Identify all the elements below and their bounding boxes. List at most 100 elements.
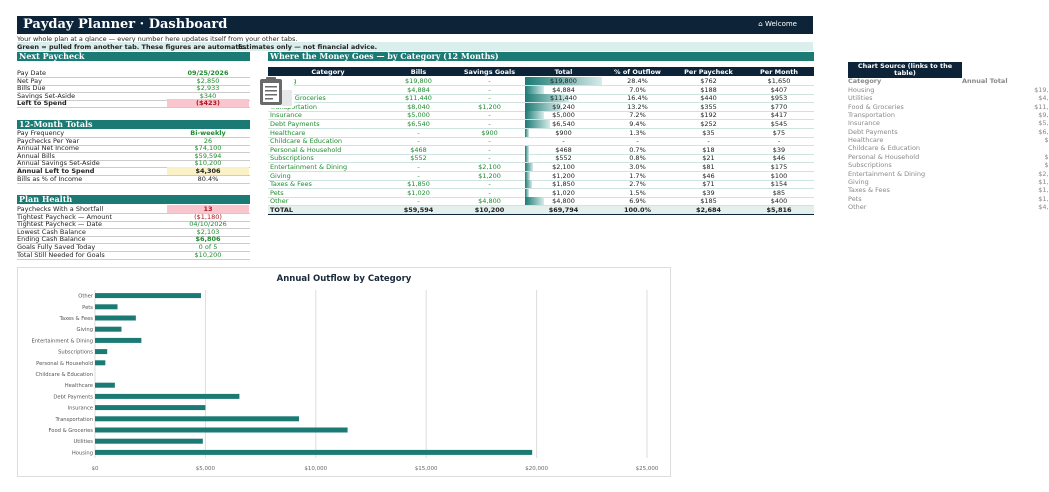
category-data-bar — [525, 111, 545, 120]
chart-source-col-total: Annual Total — [962, 77, 1008, 85]
category-cell-pm: $545 — [770, 120, 788, 128]
chart-source-row: Transportation $9,240 — [848, 111, 1049, 119]
totals-panel: Pay Frequency Bi-weekly Paychecks Per Year… — [17, 129, 250, 189]
category-cell-pm: $400 — [770, 197, 788, 206]
chart-source-row: Other $4,800 — [848, 203, 1049, 211]
chart-source-total: $552 — [1044, 161, 1049, 170]
health-label: Lowest Cash Balance — [17, 227, 86, 236]
category-cell-pm: $5,816 — [766, 206, 792, 214]
category-data-bar — [525, 120, 551, 128]
next_paycheck-label: Net Pay — [17, 76, 42, 85]
category-cell-bills: - — [417, 171, 420, 180]
category-col-header: Savings Goals — [463, 68, 516, 76]
category-col-header: Per Month — [760, 68, 798, 76]
chart-tick-label: $25,000 — [636, 466, 659, 472]
chart-source-total: $1,200 — [1038, 177, 1049, 186]
category-cell-pct: 7.0% — [629, 85, 646, 94]
category-cell-pm: $154 — [770, 180, 788, 189]
category-cell-savings: - — [488, 145, 491, 154]
next_paycheck-value: $2,850 — [196, 76, 220, 85]
chart-source-row: Childcare & Education $0 — [848, 144, 1049, 152]
chart-bar — [95, 449, 533, 455]
chart-bar — [95, 360, 106, 366]
category-col-header: Total — [554, 68, 573, 76]
outflow-chart-svg: Annual Outflow by Category $0 $5,000 $10,00… — [31, 274, 659, 472]
chart-source-category: Childcare & Education — [848, 144, 921, 153]
category-table: Housing$19,800-$19,80028.4%$762$1,650Uti… — [268, 77, 814, 217]
chart-source-total: $1,020 — [1038, 194, 1049, 203]
category-data-bar — [525, 145, 529, 154]
chart-source-category: Healthcare — [848, 136, 884, 145]
category-cell-total: $4,884 — [552, 85, 575, 94]
category-row: Other - $4,800 $4,800 6.9% $185 $400 — [268, 197, 814, 207]
category-cell-savings: $1,200 — [478, 171, 501, 180]
category-cell-pp: $192 — [700, 111, 717, 120]
health-label: Tightest Paycheck — Amount — [17, 212, 113, 221]
chart-category-label: Healthcare — [65, 383, 93, 389]
next_paycheck-row: Left to Spend ($423) — [17, 99, 250, 109]
category-data-bar — [525, 77, 602, 85]
chart-tick-label: $0 — [92, 466, 99, 472]
category-cell-pm: $85 — [772, 188, 786, 197]
category-cell-pp: - — [707, 137, 710, 146]
category-row: Healthcare - $900 $900 1.3% $35 $75 — [268, 128, 814, 138]
chart-source-total: $6,540 — [1038, 127, 1049, 136]
chart-bar — [95, 382, 115, 388]
chart-category-label: Giving — [76, 327, 93, 333]
health-label: Tightest Paycheck — Date — [17, 220, 103, 229]
next-paycheck-header: Next Paycheck — [17, 52, 250, 61]
chart-bar — [95, 405, 206, 411]
health-header: Plan Health — [17, 195, 250, 204]
category-cell-pm: $1,650 — [767, 77, 791, 85]
category-cell-name: Pets — [270, 188, 284, 197]
outflow-chart: Annual Outflow by Category $0 $5,000 $10,00… — [17, 267, 671, 477]
category-cell-bills: $11,440 — [405, 94, 432, 103]
category-cell-pm: $417 — [770, 111, 788, 120]
category-cell-pct: 6.9% — [629, 197, 646, 206]
welcome-link[interactable]: ⌂ Welcome — [758, 20, 797, 28]
totals-row: Annual Savings Set-Aside $10,200 — [17, 159, 250, 169]
totals-value: $74,100 — [194, 144, 222, 153]
chart-category-label: Childcare & Education — [36, 372, 94, 378]
category-cell-pct: 0.7% — [629, 145, 646, 154]
disclaimer-note: Estimates only — not financial advice. — [238, 43, 378, 51]
category-cell-bills: $59,594 — [403, 206, 434, 214]
category-row: Insurance $5,000 - $5,000 7.2% $192 $417 — [268, 111, 814, 121]
chart-source-row: Taxes & Fees $1,850 — [848, 186, 1049, 194]
health-row: Total Still Needed for Goals $10,200 — [17, 251, 250, 260]
category-data-bar — [525, 197, 544, 206]
totals-value: Bi-weekly — [190, 129, 226, 137]
category-data-bar — [525, 180, 533, 189]
totals-row: Pay Frequency Bi-weekly — [17, 129, 250, 138]
category-cell-total: $4,800 — [552, 197, 575, 206]
category-cell-pct: 1.5% — [629, 188, 646, 197]
category-cell-name: Food & Groceries — [270, 94, 326, 103]
chart-bar — [95, 349, 108, 355]
category-cell-bills: $552 — [410, 154, 427, 163]
category-cell-pm: - — [777, 137, 781, 146]
category-cell-pct: 7.2% — [629, 111, 646, 120]
category-cell-bills: - — [417, 163, 420, 171]
next_paycheck-label: Pay Date — [17, 69, 47, 77]
next_paycheck-label: Savings Set-Aside — [17, 91, 76, 100]
category-cell-total: $19,800 — [550, 77, 577, 85]
title-bar: Payday Planner · Dashboard ⌂ Welcome — [17, 16, 813, 34]
category-cell-pm: $75 — [772, 128, 786, 137]
category-cell-name: Taxes & Fees — [270, 180, 312, 189]
chart-source-category: Housing — [848, 86, 875, 94]
chart-source-total: $4,884 — [1038, 94, 1049, 103]
category-cell-bills: $6,540 — [407, 120, 430, 128]
chart-category-label: Subscriptions — [58, 350, 93, 356]
category-cell-total: $1,020 — [552, 188, 575, 197]
category-cell-pct: 0.8% — [629, 154, 646, 163]
category-cell-savings: $10,200 — [474, 206, 505, 214]
chart-source-category: Debt Payments — [848, 127, 898, 136]
category-cell-total: - — [562, 137, 565, 146]
category-cell-pct: 2.7% — [629, 180, 646, 189]
category-row: Childcare & Education - - - - - - — [268, 137, 814, 147]
intro-line: Your whole plan at a glance — every numb… — [17, 35, 298, 43]
category-cell-pp: $2,684 — [695, 206, 722, 214]
next_paycheck-value: ($423) — [167, 99, 249, 108]
chart-source-category: Pets — [848, 194, 862, 203]
category-cell-pp: $81 — [702, 163, 715, 171]
